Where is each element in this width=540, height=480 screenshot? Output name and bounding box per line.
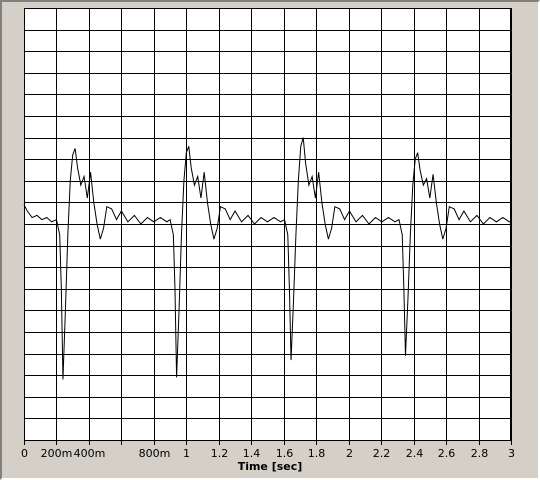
waveform bbox=[23, 137, 511, 380]
x-tick-label: 200m bbox=[41, 447, 73, 460]
x-tick-label: 1.2 bbox=[211, 447, 229, 460]
x-tick-label: 1.8 bbox=[308, 447, 326, 460]
x-tick-label: 1 bbox=[183, 447, 190, 460]
x-tick-label: 3 bbox=[508, 447, 515, 460]
x-tick-label: 2 bbox=[346, 447, 353, 460]
x-tick-label: 1.6 bbox=[276, 447, 294, 460]
x-tick-label: 2.8 bbox=[471, 447, 489, 460]
x-tick-label: 800m bbox=[139, 447, 171, 460]
x-tick-label: 2.2 bbox=[373, 447, 391, 460]
x-tick-label: 2.6 bbox=[438, 447, 456, 460]
x-tick-label: 400m bbox=[74, 447, 106, 460]
x-tick-label: 2.4 bbox=[406, 447, 424, 460]
x-axis-label: Time [sec] bbox=[238, 460, 303, 473]
x-tick-label: 0 bbox=[21, 447, 28, 460]
x-tick-label: 1.4 bbox=[243, 447, 261, 460]
